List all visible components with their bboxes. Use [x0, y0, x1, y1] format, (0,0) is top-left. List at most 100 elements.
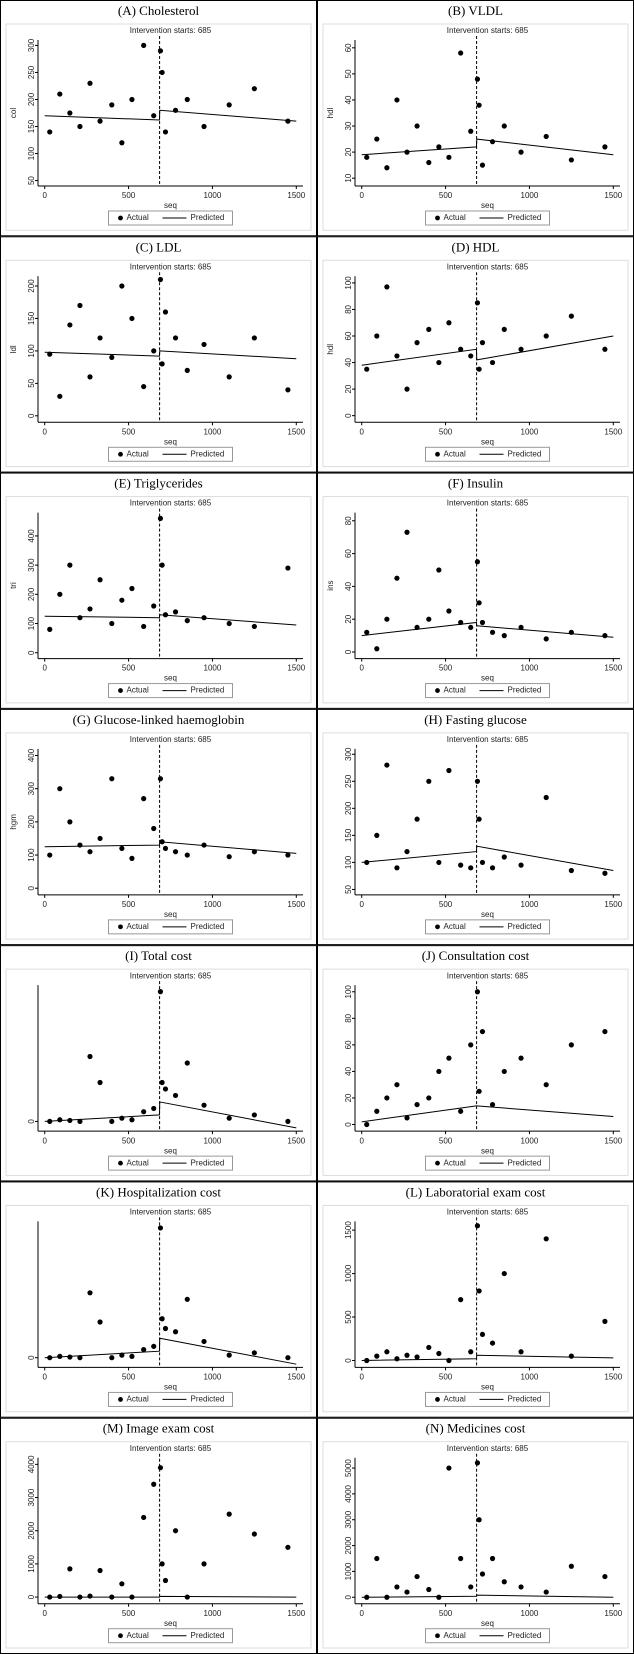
data-point — [285, 118, 291, 124]
data-point — [501, 326, 507, 332]
legend-label: Actual — [127, 1158, 149, 1167]
y-tick-label: 1000 — [344, 1562, 353, 1580]
panel-border — [0, 472, 317, 709]
data-point — [479, 162, 486, 168]
data-point — [129, 1353, 135, 1359]
y-axis-label: ldl — [9, 345, 18, 353]
y-tick-label: 0 — [344, 649, 353, 654]
x-tick-label: 1500 — [604, 1373, 622, 1382]
data-point — [489, 865, 496, 871]
legend-label: Actual — [444, 449, 466, 458]
data-point — [129, 96, 135, 103]
y-tick-label: 200 — [344, 801, 353, 815]
x-tick-label: 500 — [439, 1609, 453, 1618]
data-point — [226, 102, 232, 108]
y-tick-label: 5000 — [344, 1459, 353, 1477]
panel-title: (M) Image exam cost — [103, 1421, 215, 1436]
plot-frame — [322, 1204, 629, 1413]
y-tick-label: 3000 — [344, 1510, 353, 1528]
data-point — [489, 139, 496, 145]
y-tick-label: 300 — [344, 747, 353, 761]
data-point — [404, 529, 410, 535]
data-point — [474, 76, 481, 82]
data-point — [518, 862, 524, 868]
y-tick-label: 0 — [27, 1119, 36, 1124]
y-tick-label: 80 — [344, 516, 353, 525]
predicted-line — [44, 1595, 297, 1598]
panel-title: (I) Total cost — [125, 948, 192, 963]
data-point — [476, 1517, 482, 1523]
data-point — [489, 359, 496, 366]
data-point — [157, 276, 164, 283]
data-point — [57, 1593, 63, 1600]
x-axis-label: seq — [481, 1146, 494, 1155]
y-tick-label: 80 — [344, 1013, 353, 1022]
data-point — [109, 102, 115, 108]
plot-frame — [322, 732, 629, 940]
panel-title: (E) Triglycerides — [114, 476, 202, 491]
panel-title: (F) Insulin — [448, 476, 504, 491]
data-point — [151, 1481, 157, 1487]
data-point — [468, 1349, 474, 1355]
panel: (F) Insulin Intervention starts: 685 ins se… — [317, 472, 634, 709]
y-tick-label: 100 — [27, 848, 36, 862]
data-point — [602, 633, 608, 639]
x-tick-label: 1000 — [204, 1136, 222, 1145]
data-point — [518, 1584, 524, 1590]
plot-frame — [322, 23, 629, 231]
data-point — [285, 565, 291, 571]
data-point — [184, 96, 190, 103]
annotation: Intervention starts: 685 — [130, 499, 212, 508]
data-point — [404, 1589, 410, 1595]
y-tick-label: 40 — [344, 95, 353, 104]
data-point — [476, 1288, 482, 1294]
data-point — [87, 80, 93, 86]
panel: (E) Triglycerides Intervention starts: 68… — [0, 472, 317, 709]
data-point — [364, 154, 370, 160]
x-tick-label: 1000 — [521, 191, 539, 200]
panel: (N) Medicines cost Intervention starts: 6… — [317, 1417, 634, 1654]
legend-label: Actual — [127, 1631, 149, 1640]
plot-frame — [5, 23, 312, 231]
y-tick-label: 300 — [27, 558, 36, 572]
legend-label: Actual — [127, 213, 149, 222]
legend-label: Predicted — [191, 213, 225, 222]
panel-title: (N) Medicines cost — [426, 1421, 526, 1436]
data-point — [67, 1566, 73, 1572]
legend-label: Actual — [444, 1395, 466, 1404]
data-point — [543, 1236, 549, 1242]
y-tick-label: 150 — [27, 311, 36, 325]
data-point — [172, 1528, 179, 1534]
y-axis-label: ins — [326, 580, 335, 590]
x-tick-label: 1500 — [287, 1609, 305, 1618]
data-point — [285, 1355, 291, 1361]
data-point — [172, 849, 179, 855]
data-point — [394, 575, 400, 581]
data-point — [458, 346, 464, 352]
data-point — [157, 989, 164, 995]
data-point — [162, 1086, 169, 1092]
data-point — [67, 1354, 73, 1360]
x-tick-label: 1500 — [287, 664, 305, 673]
data-point — [426, 1586, 432, 1593]
data-point — [374, 333, 380, 339]
data-point — [157, 48, 164, 54]
plot-frame — [5, 1441, 312, 1649]
data-point — [414, 1101, 420, 1108]
data-point — [501, 633, 507, 639]
legend-marker — [118, 688, 123, 693]
data-point — [251, 1531, 257, 1537]
data-point — [172, 1092, 179, 1099]
legend-label: Predicted — [508, 1395, 542, 1404]
y-axis-label: hdl — [326, 107, 335, 118]
data-point — [172, 609, 179, 615]
data-point — [77, 302, 83, 309]
data-point — [479, 1028, 486, 1035]
y-tick-label: 100 — [344, 985, 353, 999]
predicted-line — [361, 335, 614, 366]
data-point — [141, 796, 147, 802]
data-point — [109, 354, 115, 360]
legend-label: Predicted — [191, 686, 225, 695]
x-tick-label: 0 — [359, 900, 364, 909]
plot-frame — [322, 259, 629, 468]
